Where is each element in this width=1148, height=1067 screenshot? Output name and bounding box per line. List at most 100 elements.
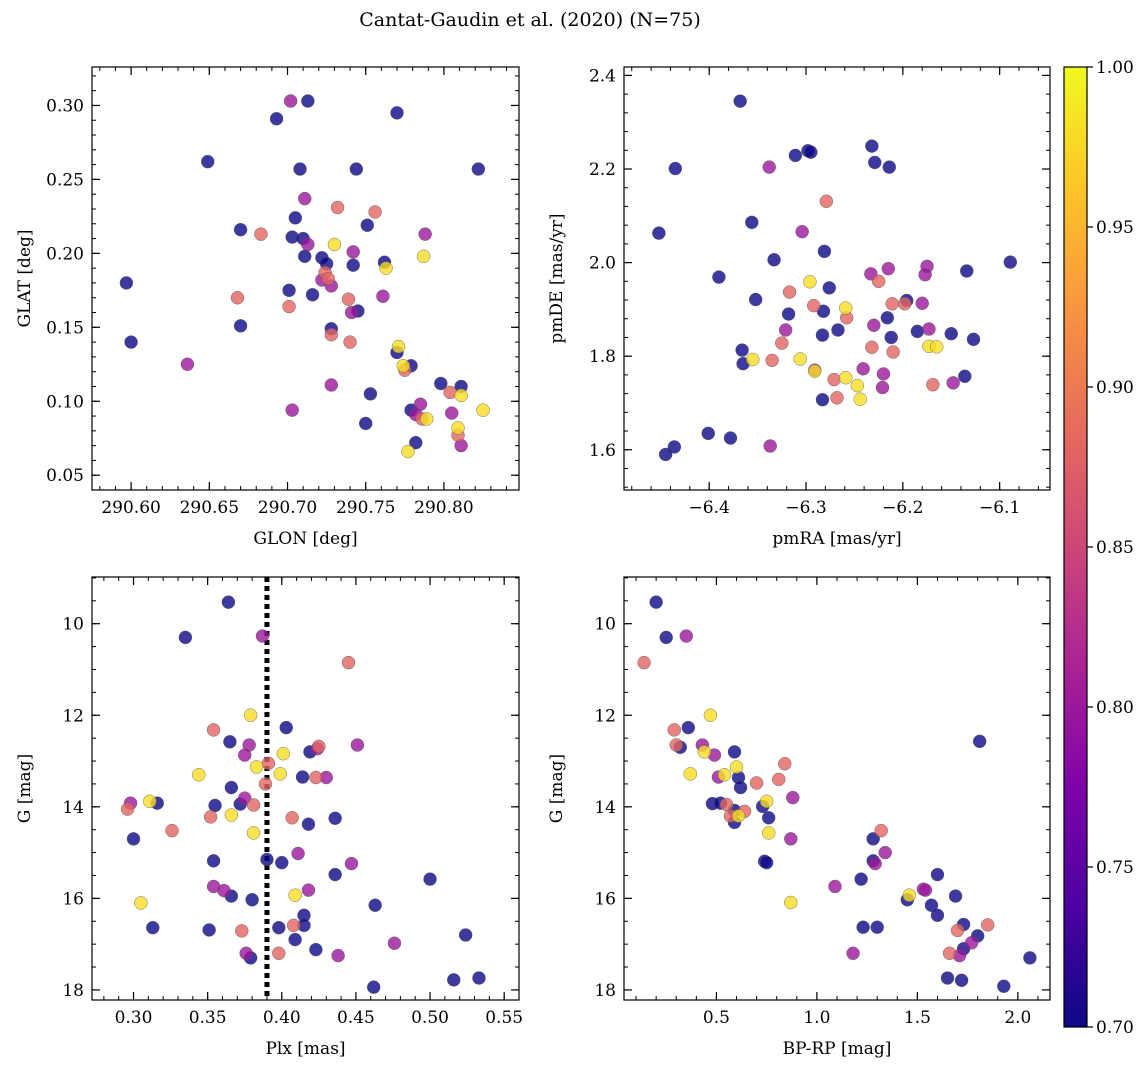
data-point — [246, 798, 261, 812]
data-point — [717, 768, 732, 782]
data-point — [784, 832, 798, 846]
panel-pmra_pmde: −6.4 −6.3 −6.2 −6.1 1.6 1.8 2.0 2.2 2.4 pmRA [mas… — [547, 66, 1051, 549]
data-point — [309, 770, 323, 785]
data-point — [922, 322, 936, 336]
data-point — [359, 416, 373, 431]
x-tick-label: 2.0 — [1004, 1008, 1031, 1028]
data-point — [748, 292, 763, 307]
data-point — [360, 218, 374, 232]
data-point — [830, 391, 844, 405]
data-point — [735, 343, 749, 357]
data-point — [828, 879, 842, 894]
data-point — [778, 757, 792, 771]
data-point — [246, 826, 261, 840]
data-point — [293, 162, 307, 176]
y-tick-label: 10 — [594, 615, 616, 635]
data-point — [291, 846, 305, 861]
x-tick-label: −6.3 — [785, 498, 826, 518]
data-point — [778, 323, 793, 337]
data-point — [134, 896, 148, 910]
data-point — [981, 918, 995, 932]
data-point — [885, 297, 899, 311]
data-point — [745, 215, 759, 230]
data-point — [944, 327, 958, 341]
data-point — [784, 895, 798, 910]
data-point — [875, 380, 890, 395]
plot-frame — [623, 66, 1051, 491]
data-point — [871, 274, 886, 289]
data-point — [876, 367, 891, 381]
data-point — [120, 802, 135, 816]
x-tick-label: 290.75 — [336, 498, 395, 518]
x-axis-label: pmRA [mas/yr] — [772, 529, 901, 549]
data-point — [788, 148, 803, 163]
data-point — [321, 271, 335, 286]
y-tick-label: 0.20 — [46, 244, 84, 264]
data-point — [420, 412, 434, 426]
data-point — [341, 292, 356, 306]
data-point — [867, 318, 881, 332]
data-point — [230, 291, 245, 305]
data-point — [298, 249, 312, 264]
y-tick-label: 0.10 — [46, 392, 84, 412]
data-point — [238, 791, 252, 805]
data-point — [255, 629, 270, 643]
data-point — [853, 392, 867, 406]
data-point — [649, 595, 663, 609]
data-point — [727, 745, 742, 759]
y-tick-label: 1.6 — [589, 441, 616, 461]
data-point — [819, 194, 834, 208]
data-point — [324, 328, 339, 342]
y-tick-label: 14 — [594, 798, 616, 818]
data-point — [886, 345, 900, 359]
y-tick-label: 16 — [594, 889, 616, 909]
colorbar-tick-label: 0.85 — [1096, 538, 1134, 558]
data-point — [712, 270, 726, 284]
data-point — [866, 832, 880, 846]
data-point — [401, 444, 415, 459]
data-point — [243, 708, 258, 722]
y-tick-label: 16 — [62, 889, 84, 909]
data-point — [331, 948, 345, 963]
data-point — [930, 340, 944, 354]
x-axis-label: Plx [mas] — [265, 1039, 345, 1059]
data-point — [409, 435, 423, 450]
data-point — [868, 155, 882, 170]
data-point — [269, 112, 284, 126]
x-tick-label: 0.35 — [189, 1008, 227, 1028]
y-tick-label: 2.4 — [589, 66, 616, 86]
data-point — [874, 823, 888, 838]
data-point — [206, 723, 221, 737]
data-point — [203, 810, 218, 824]
data-point — [946, 376, 960, 390]
colorbar-gradient — [1063, 66, 1088, 1028]
data-point — [839, 370, 853, 385]
data-point — [856, 920, 870, 934]
data-point — [344, 856, 359, 871]
y-tick-label: 10 — [62, 615, 84, 635]
data-point — [249, 760, 264, 774]
data-point — [827, 372, 841, 387]
data-point — [379, 261, 393, 275]
data-point — [759, 855, 774, 870]
data-point — [178, 630, 193, 645]
data-point — [273, 767, 287, 781]
data-point — [761, 811, 776, 825]
data-point — [434, 376, 448, 391]
data-point — [288, 932, 302, 947]
x-tick-label: 290.60 — [101, 498, 160, 518]
data-point — [782, 285, 797, 299]
data-point — [201, 154, 215, 169]
data-point — [669, 738, 683, 752]
data-point — [261, 756, 276, 771]
data-point — [723, 431, 738, 445]
y-axis-label: pmDE [mas/yr] — [547, 213, 567, 343]
data-point — [884, 330, 898, 345]
x-tick-label: 1.5 — [904, 1008, 931, 1028]
data-point — [697, 745, 712, 759]
data-point — [472, 971, 486, 985]
data-point — [206, 854, 221, 868]
data-point — [143, 794, 157, 809]
data-point — [390, 106, 404, 120]
data-point — [418, 227, 432, 241]
